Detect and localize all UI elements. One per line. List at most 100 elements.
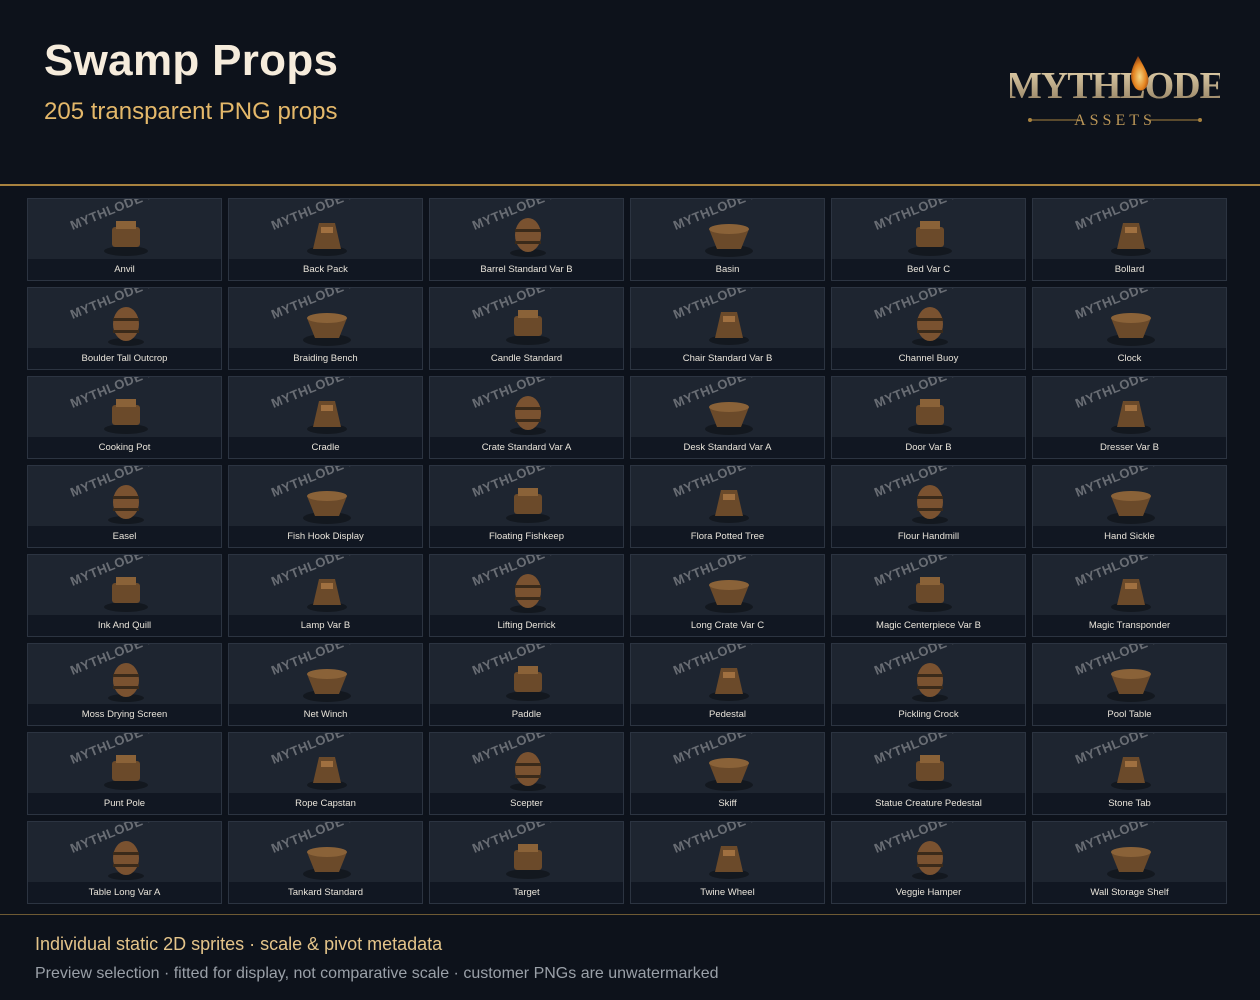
prop-label: Bollard xyxy=(1033,259,1226,280)
prop-card[interactable]: MYTHLODE PREVIEW Twine Wheel xyxy=(630,821,825,904)
prop-thumbnail xyxy=(631,377,824,439)
prop-card[interactable]: MYTHLODE PREVIEW Wall Storage Shelf xyxy=(1032,821,1227,904)
prop-thumbnail xyxy=(1033,288,1226,350)
prop-card[interactable]: MYTHLODE PREVIEW Tankard Standard xyxy=(228,821,423,904)
prop-card[interactable]: MYTHLODE PREVIEW Candle Standard xyxy=(429,287,624,370)
prop-card[interactable]: MYTHLODE PREVIEW Veggie Hamper xyxy=(831,821,1026,904)
prop-card[interactable]: MYTHLODE PREVIEW Cooking Pot xyxy=(27,376,222,459)
prop-card[interactable]: MYTHLODE PREVIEW Magic Centerpiece Var B xyxy=(831,554,1026,637)
prop-thumbnail xyxy=(832,466,1025,528)
prop-thumbnail xyxy=(229,644,422,706)
prop-card[interactable]: MYTHLODE PREVIEW Magic Transponder xyxy=(1032,554,1227,637)
prop-label: Stone Tab xyxy=(1033,793,1226,814)
prop-card[interactable]: MYTHLODE PREVIEW Stone Tab xyxy=(1032,732,1227,815)
prop-card[interactable]: MYTHLODE PREVIEW Bollard xyxy=(1032,198,1227,281)
prop-card[interactable]: MYTHLODE PREVIEW Desk Standard Var A xyxy=(630,376,825,459)
prop-card[interactable]: MYTHLODE PREVIEW Table Long Var A xyxy=(27,821,222,904)
prop-card[interactable]: MYTHLODE PREVIEW Skiff xyxy=(630,732,825,815)
prop-thumbnail xyxy=(1033,199,1226,261)
prop-thumbnail xyxy=(430,822,623,884)
prop-label: Boulder Tall Outcrop xyxy=(28,348,221,369)
header: Swamp Props 205 transparent PNG props MY… xyxy=(0,0,1260,185)
prop-card[interactable]: MYTHLODE PREVIEW Fish Hook Display xyxy=(228,465,423,548)
prop-card[interactable]: MYTHLODE PREVIEW Back Pack xyxy=(228,198,423,281)
prop-card[interactable]: MYTHLODE PREVIEW Basin xyxy=(630,198,825,281)
prop-label: Paddle xyxy=(430,704,623,725)
prop-card[interactable]: MYTHLODE PREVIEW Boulder Tall Outcrop xyxy=(27,287,222,370)
prop-card[interactable]: MYTHLODE PREVIEW Target xyxy=(429,821,624,904)
prop-card[interactable]: MYTHLODE PREVIEW Moss Drying Screen xyxy=(27,643,222,726)
prop-card[interactable]: MYTHLODE PREVIEW Dresser Var B xyxy=(1032,376,1227,459)
prop-card[interactable]: MYTHLODE PREVIEW Pedestal xyxy=(630,643,825,726)
prop-thumbnail xyxy=(28,822,221,884)
prop-thumbnail xyxy=(28,288,221,350)
prop-thumbnail xyxy=(430,555,623,617)
prop-card[interactable]: MYTHLODE PREVIEW Channel Buoy xyxy=(831,287,1026,370)
prop-label: Rope Capstan xyxy=(229,793,422,814)
prop-card[interactable]: MYTHLODE PREVIEW Punt Pole xyxy=(27,732,222,815)
logo-tagline: ASSETS xyxy=(1074,112,1156,129)
prop-thumbnail xyxy=(631,733,824,795)
prop-card[interactable]: MYTHLODE PREVIEW Chair Standard Var B xyxy=(630,287,825,370)
prop-label: Punt Pole xyxy=(28,793,221,814)
prop-card[interactable]: MYTHLODE PREVIEW Lifting Derrick xyxy=(429,554,624,637)
prop-label: Pool Table xyxy=(1033,704,1226,725)
prop-card[interactable]: MYTHLODE PREVIEW Barrel Standard Var B xyxy=(429,198,624,281)
prop-label: Cradle xyxy=(229,437,422,458)
prop-thumbnail xyxy=(229,199,422,261)
footer-divider xyxy=(0,914,1260,915)
prop-card[interactable]: MYTHLODE PREVIEW Lamp Var B xyxy=(228,554,423,637)
prop-thumbnail xyxy=(832,199,1025,261)
prop-thumbnail xyxy=(28,644,221,706)
prop-card[interactable]: MYTHLODE PREVIEW Net Winch xyxy=(228,643,423,726)
prop-label: Target xyxy=(430,882,623,903)
prop-label: Dresser Var B xyxy=(1033,437,1226,458)
prop-card[interactable]: MYTHLODE PREVIEW Braiding Bench xyxy=(228,287,423,370)
prop-thumbnail xyxy=(1033,822,1226,884)
prop-card[interactable]: MYTHLODE PREVIEW Cradle xyxy=(228,376,423,459)
prop-thumbnail xyxy=(229,377,422,439)
prop-thumbnail xyxy=(229,555,422,617)
prop-card[interactable]: MYTHLODE PREVIEW Rope Capstan xyxy=(228,732,423,815)
prop-thumbnail xyxy=(430,199,623,261)
prop-card[interactable]: MYTHLODE PREVIEW Easel xyxy=(27,465,222,548)
prop-thumbnail xyxy=(28,377,221,439)
prop-card[interactable]: MYTHLODE PREVIEW Floating Fishkeep xyxy=(429,465,624,548)
prop-card[interactable]: MYTHLODE PREVIEW Statue Creature Pedestal xyxy=(831,732,1026,815)
prop-card[interactable]: MYTHLODE PREVIEW Scepter xyxy=(429,732,624,815)
prop-card[interactable]: MYTHLODE PREVIEW Flour Handmill xyxy=(831,465,1026,548)
mythlode-logo: MYTHLODE ASSETS xyxy=(1010,50,1220,130)
prop-card[interactable]: MYTHLODE PREVIEW Anvil xyxy=(27,198,222,281)
prop-card[interactable]: MYTHLODE PREVIEW Paddle xyxy=(429,643,624,726)
prop-label: Veggie Hamper xyxy=(832,882,1025,903)
prop-card[interactable]: MYTHLODE PREVIEW Door Var B xyxy=(831,376,1026,459)
prop-card[interactable]: MYTHLODE PREVIEW Crate Standard Var A xyxy=(429,376,624,459)
prop-card[interactable]: MYTHLODE PREVIEW Hand Sickle xyxy=(1032,465,1227,548)
prop-card[interactable]: MYTHLODE PREVIEW Pool Table xyxy=(1032,643,1227,726)
prop-thumbnail xyxy=(430,644,623,706)
prop-thumbnail xyxy=(28,733,221,795)
prop-label: Lifting Derrick xyxy=(430,615,623,636)
footer-main-text: Individual static 2D sprites · scale & p… xyxy=(35,934,443,954)
prop-card[interactable]: MYTHLODE PREVIEW Pickling Crock xyxy=(831,643,1026,726)
prop-card[interactable]: MYTHLODE PREVIEW Clock xyxy=(1032,287,1227,370)
prop-card[interactable]: MYTHLODE PREVIEW Bed Var C xyxy=(831,198,1026,281)
prop-thumbnail xyxy=(631,199,824,261)
prop-card[interactable]: MYTHLODE PREVIEW Long Crate Var C xyxy=(630,554,825,637)
prop-thumbnail xyxy=(1033,555,1226,617)
prop-label: Twine Wheel xyxy=(631,882,824,903)
prop-label: Table Long Var A xyxy=(28,882,221,903)
prop-label: Flour Handmill xyxy=(832,526,1025,547)
prop-thumbnail xyxy=(832,733,1025,795)
prop-label: Skiff xyxy=(631,793,824,814)
prop-thumbnail xyxy=(631,466,824,528)
prop-label: Statue Creature Pedestal xyxy=(832,793,1025,814)
prop-thumbnail xyxy=(1033,733,1226,795)
prop-card[interactable]: MYTHLODE PREVIEW Flora Potted Tree xyxy=(630,465,825,548)
prop-label: Tankard Standard xyxy=(229,882,422,903)
prop-label: Magic Transponder xyxy=(1033,615,1226,636)
prop-label: Braiding Bench xyxy=(229,348,422,369)
prop-label: Desk Standard Var A xyxy=(631,437,824,458)
prop-card[interactable]: MYTHLODE PREVIEW Ink And Quill xyxy=(27,554,222,637)
prop-label: Cooking Pot xyxy=(28,437,221,458)
